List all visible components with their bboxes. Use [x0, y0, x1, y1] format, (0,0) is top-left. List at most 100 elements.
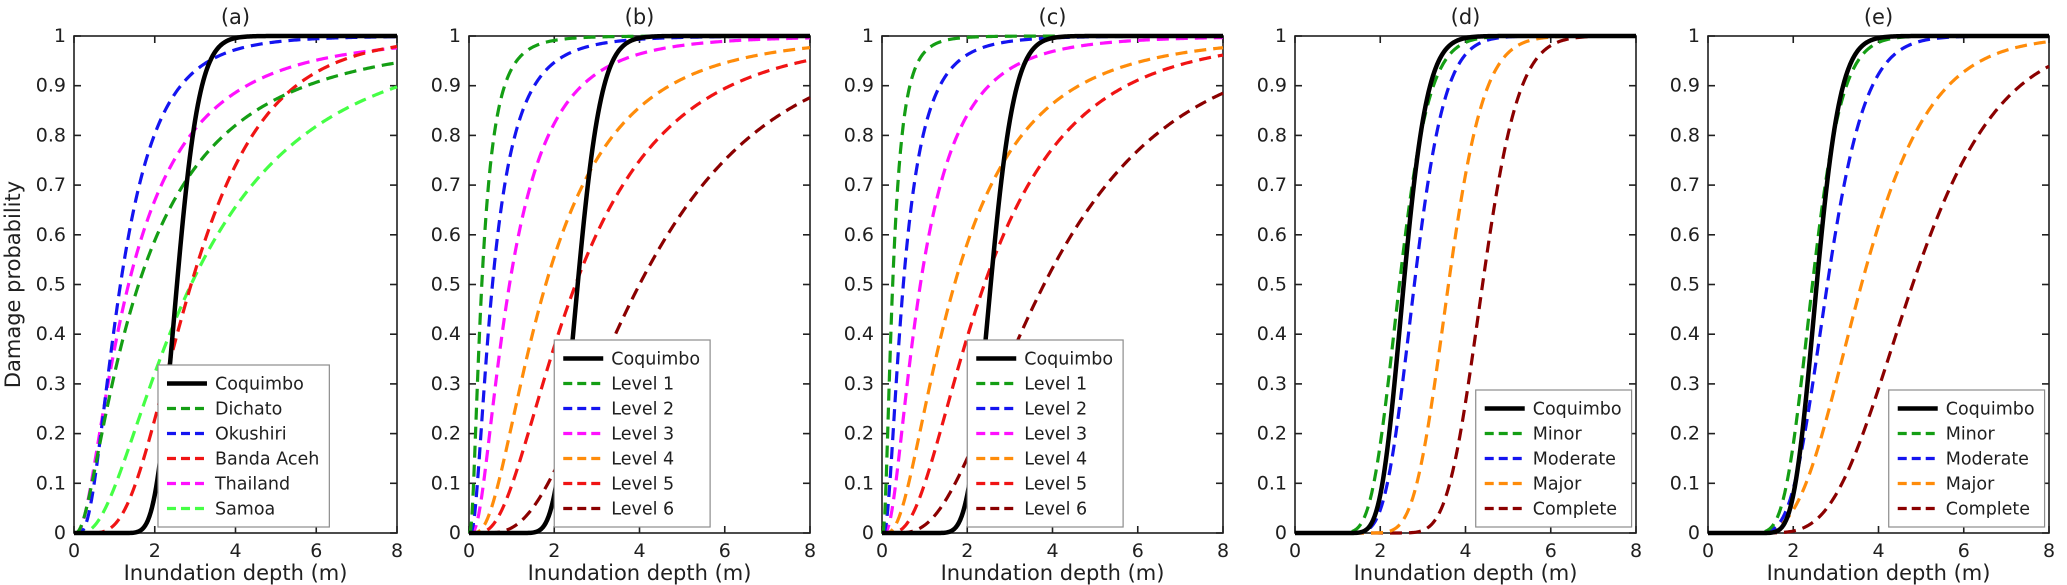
legend: Coquimbo Dichato Okushiri Banda Aceh Thailan… — [157, 364, 330, 528]
legend-label-moderate: Moderate — [1946, 450, 2029, 470]
y-tick-label: 0.3 — [36, 373, 66, 395]
y-tick-label: 0.8 — [36, 124, 66, 146]
y-tick-label: 0.3 — [844, 373, 874, 395]
legend: Coquimbo Minor Moderate Major Complete — [1475, 389, 1633, 528]
ticks — [73, 35, 398, 534]
x-tick-label: 8 — [1217, 540, 1229, 562]
x-axis-label: Inundation depth (m) — [941, 561, 1165, 585]
legend-label-major: Major — [1946, 475, 1995, 495]
curves — [880, 33, 1224, 536]
curves — [1707, 33, 2050, 536]
legend-label-level-1: Level 1 — [611, 375, 674, 395]
series-line-okushiri — [73, 35, 398, 535]
x-tick-label: 6 — [310, 540, 322, 562]
y-tick-label: 0 — [449, 522, 461, 544]
chart-b: (b) 0 2 4 6 8 0 0.1 0.2 0.3 0.4 0.5 0.6 0.7 0.8 0.9 1 Inu… — [431, 5, 816, 585]
y-tick-label: 0.9 — [1670, 75, 1700, 97]
legend-label-level-1: Level 1 — [1024, 375, 1087, 395]
y-tick-label: 0 — [54, 522, 66, 544]
y-tick-label: 0 — [1688, 522, 1700, 544]
y-tick-label: 0.6 — [36, 224, 66, 246]
legend-label-coquimbo: Coquimbo — [1533, 400, 1622, 420]
legend-label-level-5: Level 5 — [1024, 475, 1087, 495]
x-tick-label: 2 — [1787, 540, 1799, 562]
legend-label-level-2: Level 2 — [611, 400, 674, 420]
x-tick-label: 0 — [876, 540, 888, 562]
legend-label-coquimbo: Coquimbo — [1024, 350, 1113, 370]
series-line-level-6 — [881, 91, 1224, 535]
legend: Coquimbo Minor Moderate Major Complete — [1888, 389, 2046, 528]
y-tick-label: 0.9 — [844, 75, 874, 97]
y-tick-label: 0.8 — [1670, 124, 1700, 146]
legend-label-level-3: Level 3 — [1024, 425, 1087, 445]
y-tick-label: 0.5 — [36, 274, 66, 296]
y-tick-label: 1 — [1275, 25, 1287, 47]
legend-box — [157, 364, 330, 528]
x-tick-label: 4 — [1459, 540, 1471, 562]
panel-title: (e) — [1864, 5, 1893, 29]
panel-title: (b) — [625, 5, 655, 29]
y-tick-label: 0 — [862, 522, 874, 544]
y-tick-label: 0.8 — [1257, 124, 1287, 146]
x-tick-label: 8 — [1630, 540, 1642, 562]
legend-label-thailand: Thailand — [214, 475, 290, 495]
series-line-coquimbo — [468, 33, 811, 536]
x-axis-label: Inundation depth (m) — [124, 561, 348, 585]
x-tick-label: 0 — [1702, 540, 1714, 562]
series-line-dichato — [73, 61, 398, 535]
panel-a: (a) 0 2 4 6 8 0 0.1 0.2 0.3 0.4 0.5 0.6 0.7 0.8 0.9 1 Inu… — [0, 0, 413, 585]
legend-label-complete: Complete — [1946, 500, 2030, 520]
y-tick-label: 0.4 — [1670, 323, 1700, 345]
y-tick-label: 0.8 — [431, 124, 461, 146]
x-tick-label: 2 — [149, 540, 161, 562]
y-tick-label: 0.2 — [431, 423, 461, 445]
y-tick-label: 0.6 — [1257, 224, 1287, 246]
x-tick-label: 2 — [1374, 540, 1386, 562]
y-tick-label: 0.9 — [1257, 75, 1287, 97]
x-tick-label: 0 — [68, 540, 80, 562]
legend-label-okushiri: Okushiri — [215, 425, 287, 445]
legend-label-level-4: Level 4 — [1024, 450, 1087, 470]
x-tick-label: 8 — [391, 540, 403, 562]
y-tick-label: 0.6 — [1670, 224, 1700, 246]
chart-e: (e) 0 2 4 6 8 0 0.1 0.2 0.3 0.4 0.5 0.6 0.7 0.8 0.9 1 Inu… — [1670, 5, 2055, 585]
legend-label-moderate: Moderate — [1533, 450, 1616, 470]
legend-label-minor: Minor — [1946, 425, 1996, 445]
series-line-coquimbo — [881, 33, 1224, 536]
x-axis-label: Inundation depth (m) — [1767, 561, 1991, 585]
x-tick-label: 4 — [1872, 540, 1884, 562]
series-line-coquimbo — [1707, 33, 2050, 536]
x-tick-label: 6 — [1545, 540, 1557, 562]
y-tick-label: 1 — [449, 25, 461, 47]
chart-a: (a) 0 2 4 6 8 0 0.1 0.2 0.3 0.4 0.5 0.6 0.7 0.8 0.9 1 Inu… — [1, 5, 403, 585]
y-tick-label: 0.2 — [36, 423, 66, 445]
legend-label-complete: Complete — [1533, 500, 1617, 520]
curves — [73, 33, 398, 536]
x-tick-label: 8 — [2043, 540, 2055, 562]
x-tick-label: 6 — [1132, 540, 1144, 562]
series-line-major — [1707, 40, 2050, 535]
series-line-level-3 — [468, 36, 811, 535]
panel-title: (d) — [1451, 5, 1481, 29]
y-tick-label: 0.7 — [1257, 174, 1287, 196]
legend-label-banda-aceh: Banda Aceh — [215, 450, 319, 470]
y-tick-label: 0.5 — [844, 274, 874, 296]
y-tick-label: 0.4 — [1257, 323, 1287, 345]
legend-label-level-4: Level 4 — [611, 450, 674, 470]
ticks — [1294, 35, 1637, 534]
series-line-level-5 — [881, 53, 1224, 535]
x-axis-label: Inundation depth (m) — [528, 561, 752, 585]
legend-label-minor: Minor — [1533, 425, 1583, 445]
curves — [467, 33, 811, 536]
x-tick-label: 8 — [804, 540, 816, 562]
y-axis-label: Damage probability — [1, 181, 25, 388]
y-tick-label: 0 — [1275, 522, 1287, 544]
series-line-moderate — [1294, 34, 1637, 535]
y-tick-label: 0.1 — [1257, 472, 1287, 494]
legend-label-level-2: Level 2 — [1024, 400, 1087, 420]
panel-title: (a) — [221, 5, 250, 29]
y-tick-label: 0.2 — [1257, 423, 1287, 445]
legend-label-level-6: Level 6 — [611, 500, 674, 520]
y-tick-label: 1 — [54, 25, 66, 47]
panel-e: (e) 0 2 4 6 8 0 0.1 0.2 0.3 0.4 0.5 0.6 0.7 0.8 0.9 1 Inu… — [1652, 0, 2065, 585]
